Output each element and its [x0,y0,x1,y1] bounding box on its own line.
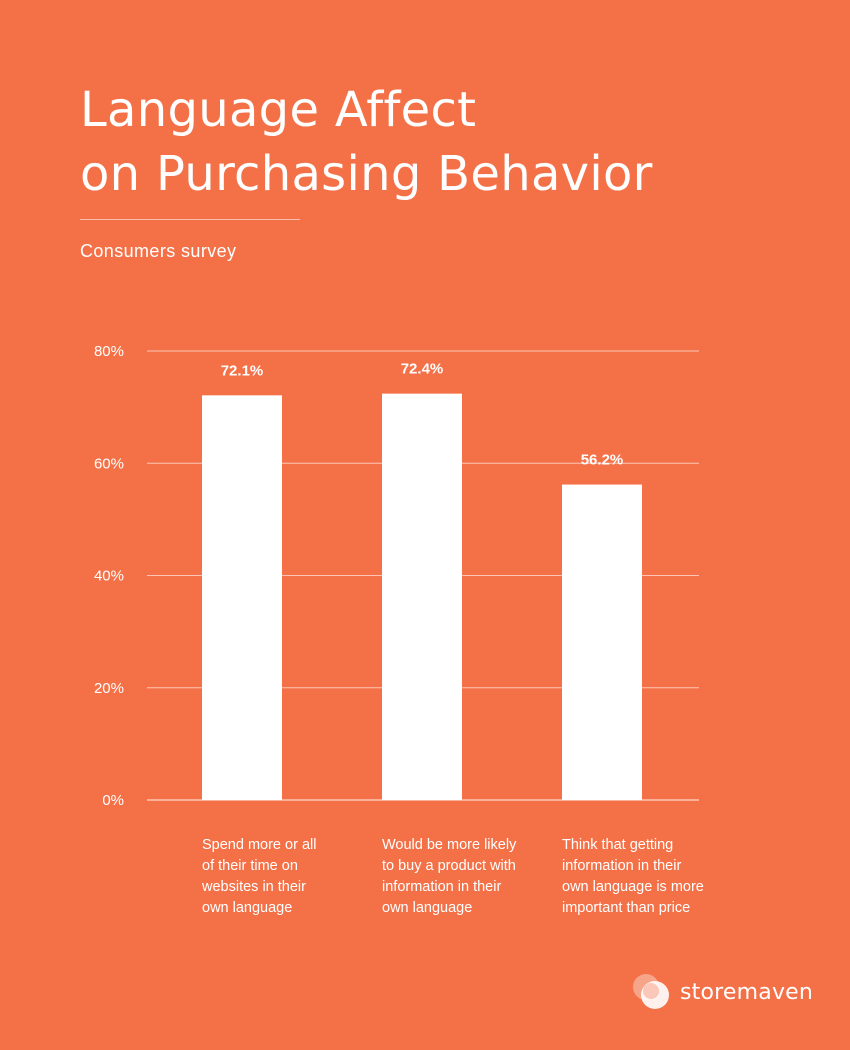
x-category-label: Spend more or all of their time on websi… [202,837,317,916]
chart-subtitle: Consumers survey [80,241,237,261]
y-tick-label: 20% [94,680,124,697]
x-category-label: Would be more likely to buy a product wi… [382,837,517,916]
chart-title: Language Affect on Purchasing Behavior [80,78,653,206]
bar-3 [562,484,642,800]
storemaven-logo-icon [630,970,674,1014]
bar-1 [202,395,282,800]
brand-name: storemaven [680,979,814,1005]
bar-value-label: 72.1% [221,362,264,379]
y-tick-label: 60% [94,455,124,472]
title-divider [80,219,300,220]
bar-2 [382,393,462,800]
chart-title-line-2: on Purchasing Behavior [80,146,653,202]
y-tick-label: 80% [94,343,124,360]
y-tick-label: 40% [94,568,124,585]
x-category-label: Think that getting information in their … [562,837,704,916]
brand-logo[interactable]: storemaven [630,970,813,1014]
chart-title-line-1: Language Affect [80,82,477,138]
bar-value-label: 72.4% [401,361,444,378]
bar-value-label: 56.2% [581,452,624,469]
y-tick-label: 0% [102,792,124,809]
